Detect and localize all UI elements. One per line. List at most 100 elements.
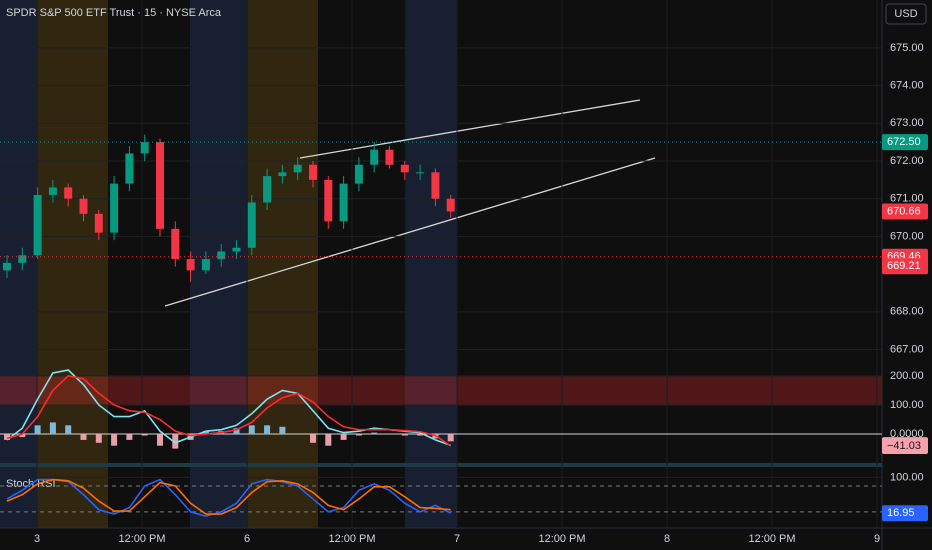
price-tag — [882, 203, 928, 220]
series-line — [6, 478, 451, 515]
session-band — [405, 0, 457, 528]
candle-body — [446, 198, 455, 212]
histogram-bar — [141, 434, 148, 436]
session-band — [37, 0, 108, 528]
trend-line — [299, 99, 641, 159]
x-tick-label: 6 — [244, 533, 250, 545]
histogram-bar — [340, 434, 347, 440]
histogram-bar — [126, 434, 133, 440]
pane-separator — [0, 463, 882, 467]
x-tick-label: 12:00 PM — [328, 533, 375, 545]
histogram-bar — [355, 434, 362, 436]
histogram-bar — [34, 425, 41, 435]
histogram-bar — [19, 434, 26, 437]
candle-body — [140, 142, 149, 154]
histogram-bar — [202, 431, 209, 435]
price-tag-label: −41.03 — [887, 440, 921, 452]
price-tag-label: 672.50 — [887, 136, 921, 148]
y-tick-label: 670.00 — [890, 230, 924, 242]
histogram-bar — [371, 432, 378, 435]
x-tick-label: 12:00 PM — [538, 533, 585, 545]
session-band — [248, 0, 318, 528]
histogram-bar — [264, 425, 271, 435]
price-tag — [882, 438, 928, 455]
histogram-bar — [65, 425, 72, 435]
session-shading — [0, 0, 457, 528]
price-tag-label: 670.66 — [887, 205, 921, 217]
candle-body — [339, 183, 348, 222]
histogram-bar — [248, 425, 255, 435]
y-tick-label: 0.0000 — [890, 428, 924, 440]
candle-body — [385, 149, 394, 165]
price-tag — [882, 134, 928, 151]
x-tick-label: 12:00 PM — [748, 533, 795, 545]
histogram-bar — [401, 434, 408, 436]
candle-body — [431, 172, 440, 199]
candle-body — [232, 247, 241, 252]
histogram-bar — [310, 434, 316, 443]
y-tick-label: 672.00 — [890, 155, 924, 167]
x-tick-label: 9 — [874, 533, 880, 545]
candle-body — [171, 228, 180, 260]
candle-body — [33, 194, 42, 256]
candle-body — [156, 142, 164, 229]
y-tick-label: 673.00 — [890, 117, 924, 129]
x-tick-label: 8 — [664, 533, 670, 545]
candle-body — [324, 179, 333, 222]
candle-body — [263, 176, 272, 203]
candle-body — [18, 255, 27, 263]
histogram-bar — [447, 434, 454, 442]
candle-body — [110, 183, 119, 233]
y-tick-label: 675.00 — [890, 42, 924, 54]
overbought-zone — [0, 376, 882, 405]
price-tag-label: 16.95 — [887, 507, 915, 519]
candle-body — [217, 251, 226, 260]
series-line — [6, 374, 452, 447]
price-tag-label: 669.21 — [887, 260, 921, 272]
candle-body — [400, 164, 409, 173]
y-tick-label: 100.00 — [890, 471, 924, 483]
histogram-bar — [95, 434, 102, 443]
histogram-bar — [233, 428, 240, 435]
y-tick-label: 668.00 — [890, 306, 924, 318]
candle-body — [48, 187, 57, 195]
y-tick-label: 100.00 — [890, 399, 924, 411]
y-tick-label: 200.00 — [890, 370, 924, 382]
candle-body — [416, 172, 425, 174]
currency-box[interactable] — [885, 3, 927, 25]
candle-body — [278, 172, 287, 177]
histogram-bar — [157, 434, 163, 446]
y-tick-label: 671.00 — [890, 193, 924, 205]
candle-body — [94, 213, 103, 233]
candle-body — [3, 262, 11, 271]
x-tick-label: 12:00 PM — [118, 533, 165, 545]
candle-body — [370, 149, 379, 165]
series-line — [6, 478, 452, 518]
series-line — [6, 369, 451, 447]
candle-body — [354, 164, 363, 184]
histogram-bar — [49, 422, 56, 435]
candle-body — [309, 164, 317, 180]
candle-body — [293, 164, 302, 173]
candle-body — [247, 202, 256, 248]
x-tick-label: 7 — [454, 533, 460, 545]
candle-body — [186, 259, 195, 271]
candle-body — [125, 153, 134, 184]
currency: USD — [894, 8, 917, 20]
histogram-bar — [111, 434, 118, 446]
histogram-bar — [80, 434, 87, 440]
histogram-bar — [417, 434, 424, 436]
histogram-bar — [172, 434, 179, 449]
candle-body — [79, 198, 88, 214]
histogram-bar — [4, 434, 10, 440]
chart-title: SPDR S&P 500 ETF Trust · 15 · NYSE Arca — [6, 7, 222, 19]
candle-body — [64, 187, 73, 199]
price-tag — [882, 505, 928, 522]
histogram-bar — [279, 426, 286, 435]
y-tick-label: 667.00 — [890, 343, 924, 355]
price-tag — [882, 258, 928, 275]
y-tick-label: 674.00 — [890, 80, 924, 92]
histogram-bar — [325, 434, 332, 446]
